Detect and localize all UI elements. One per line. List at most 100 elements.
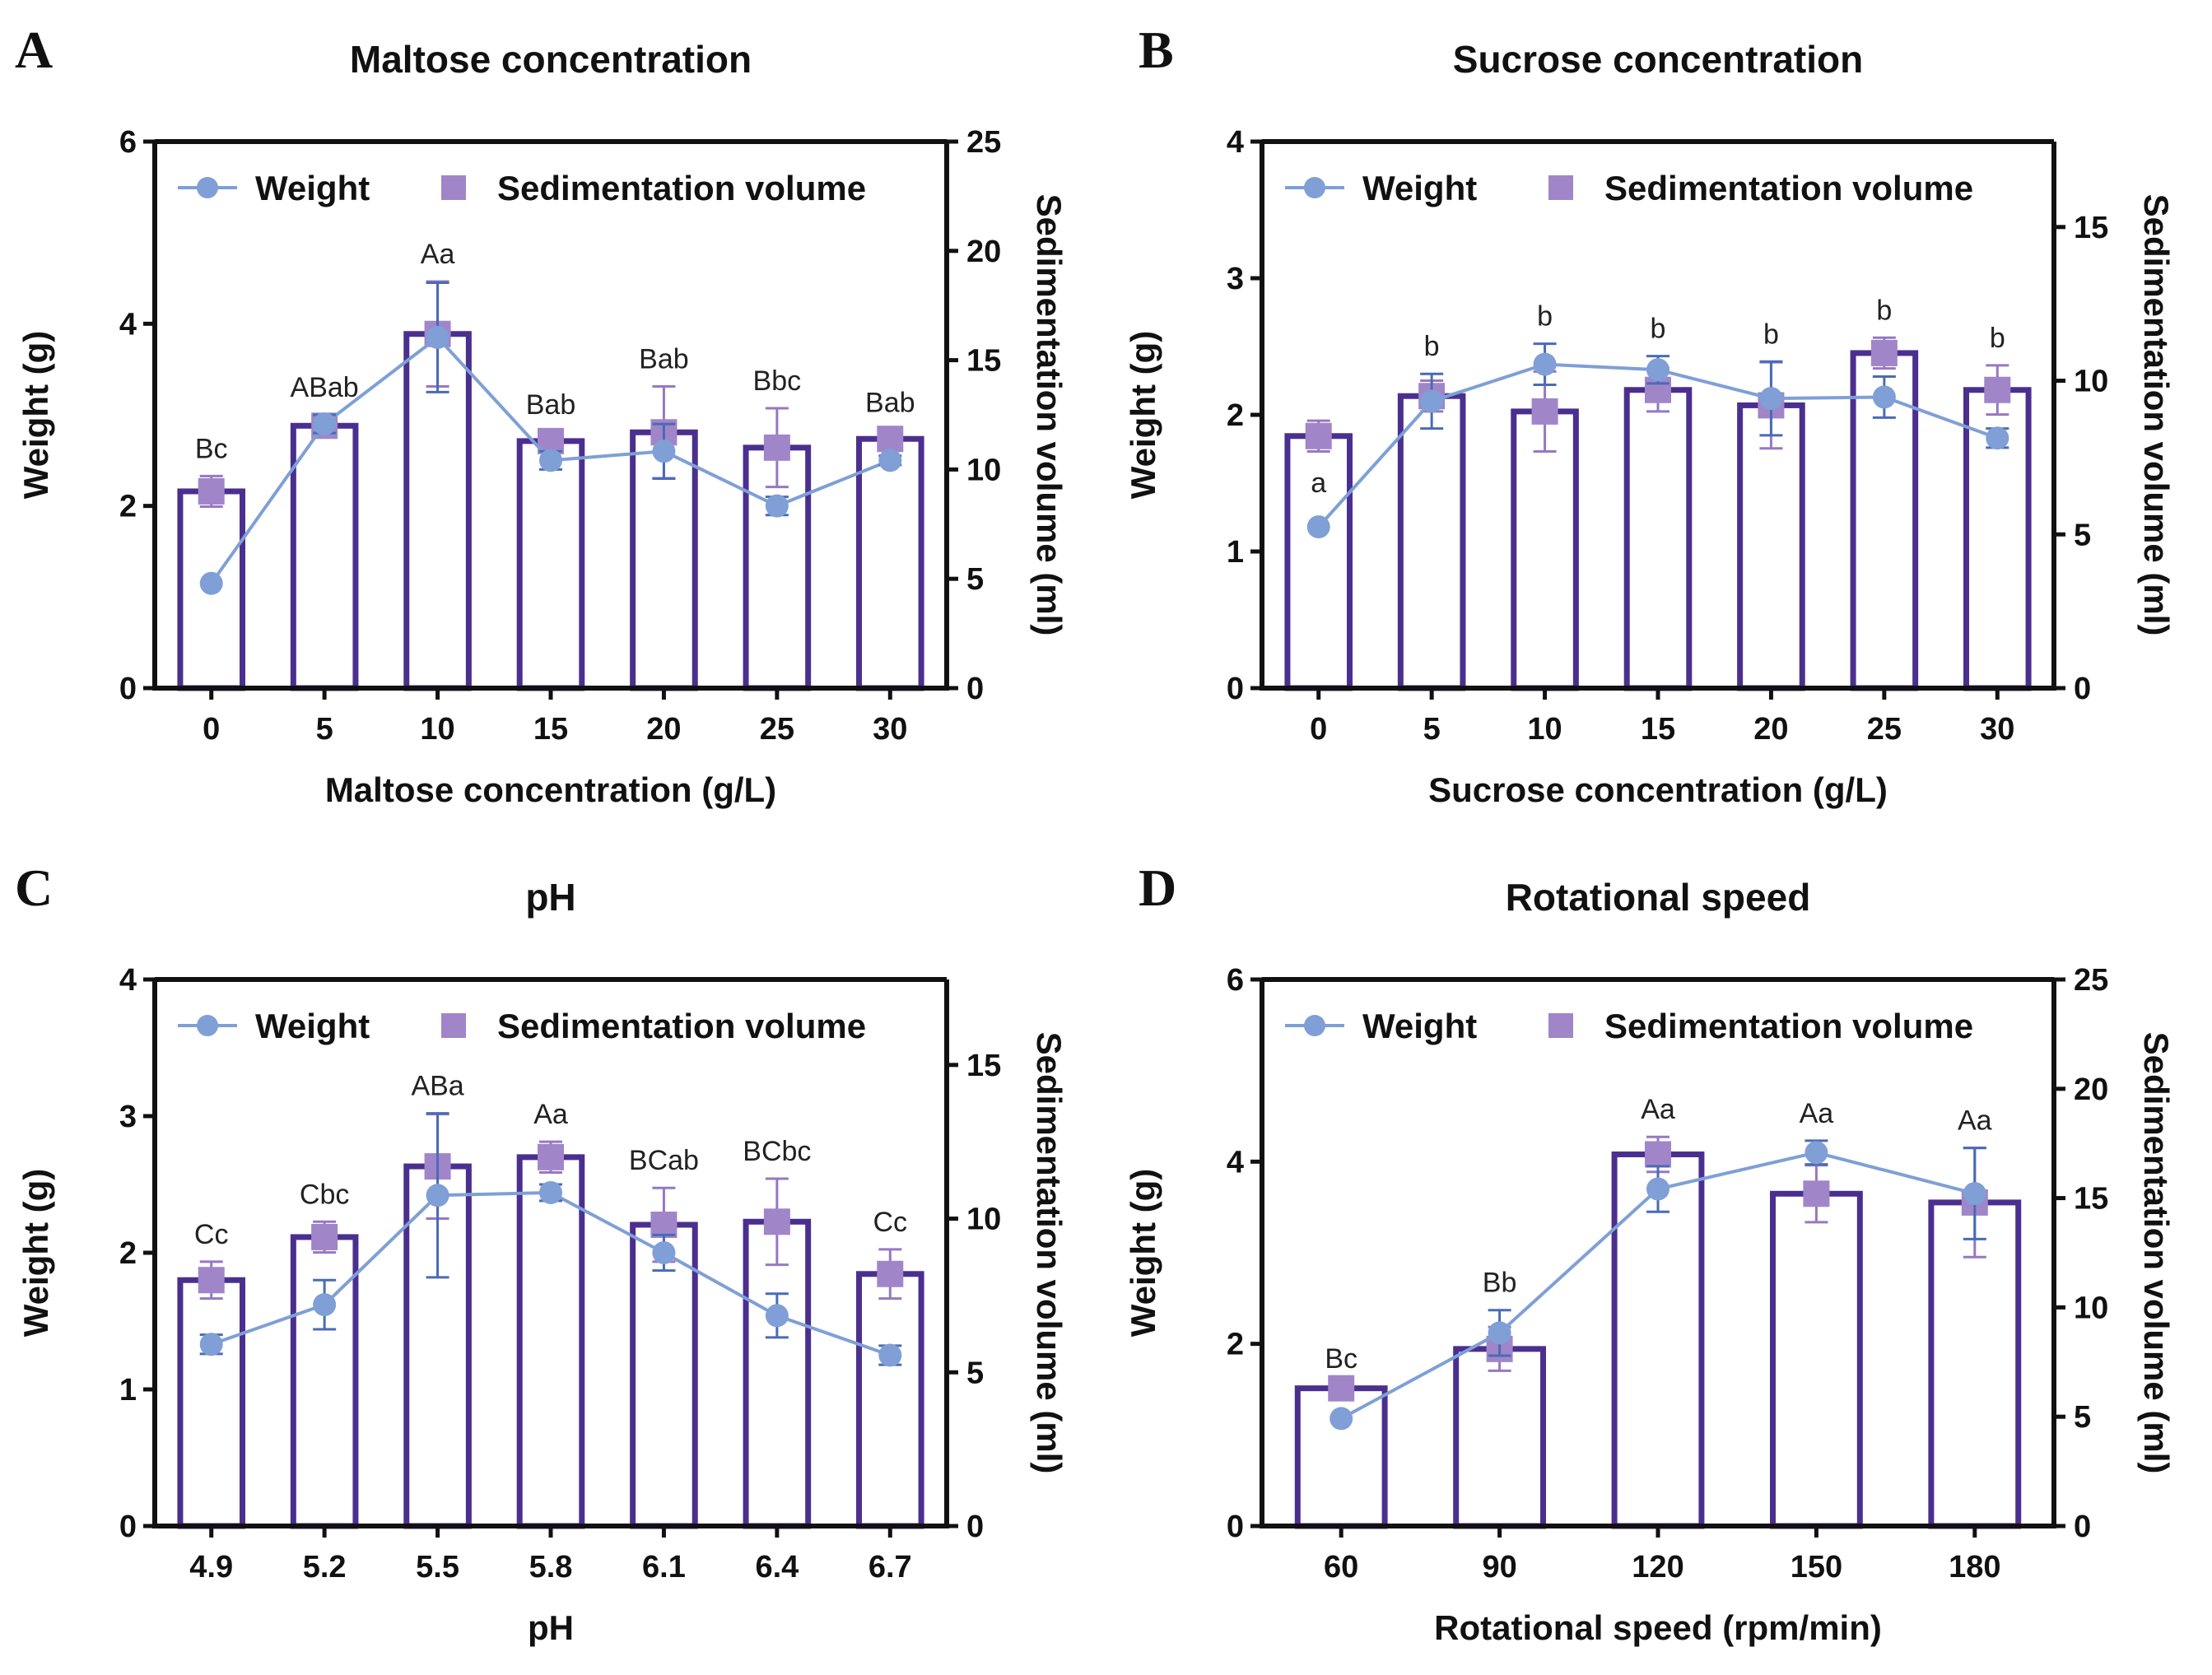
sedimentation-bar [1623,387,1693,691]
x-tick-label: 5 [316,712,333,747]
weight-point [199,1333,223,1356]
sedimentation-bar [1737,402,1805,691]
x-tick-label: 5.5 [416,1550,459,1584]
weight-point [878,449,902,472]
significance-label: b [1537,301,1553,333]
weight-point [765,494,789,518]
right-tick-label: 10 [2074,1291,2108,1325]
legend-sedimentation-label: Sedimentation volume [497,169,866,207]
x-tick-label: 25 [1867,712,1902,747]
right-tick-label: 0 [966,672,984,706]
right-tick-label: 0 [966,1510,984,1544]
x-tick-label: 5.8 [529,1550,573,1584]
x-tick-label: 15 [1641,712,1675,747]
x-tick-label: 30 [873,712,907,747]
significance-label: a [1311,468,1326,499]
x-tick-label: 0 [1310,712,1327,747]
weight-point [1759,387,1783,411]
significance-label: Cc [873,1207,908,1238]
weight-point [1805,1141,1828,1165]
significance-label: Bab [865,388,915,419]
left-tick-label: 3 [119,1100,137,1134]
sedimentation-bar [516,1154,585,1529]
panel-letter: C [15,858,53,917]
right-tick-label: 15 [966,1049,1001,1083]
right-tick-label: 10 [2074,365,2108,399]
right-axis-label: Sedimentation volume (ml) [2137,1032,2176,1474]
sedimentation-point [1305,422,1332,449]
left-axis-label: Weight (g) [16,1169,55,1338]
chart-title: pH [525,876,575,919]
legend-weight-label: Weight [1362,169,1477,207]
x-tick-label: 25 [760,712,794,747]
right-tick-label: 25 [2074,963,2108,998]
legend-weight-marker [1304,177,1325,198]
x-tick-label: 60 [1324,1550,1358,1584]
weight-point [652,1241,676,1264]
sedimentation-bar [1769,1190,1863,1529]
sedimentation-point [650,1212,678,1239]
x-tick-label: 5.2 [303,1550,347,1584]
x-tick-label: 180 [1949,1550,2000,1584]
weight-point [539,449,562,472]
sedimentation-bar [855,1271,924,1529]
weight-point [199,571,223,595]
x-axis-label: Rotational speed (rpm/min) [1434,1608,1882,1647]
panel-c: C pH Cc Cbc ABa Aa BCab BCbc Cc 0 1 2 3 4 0 5 10 15 4.9 5.… [15,858,1069,1647]
legend-sedimentation-marker [1548,1013,1573,1038]
x-tick-label: 150 [1791,1550,1842,1584]
significance-label: BCab [629,1145,699,1176]
significance-label: ABab [291,372,359,403]
left-tick-label: 4 [1227,1145,1244,1179]
significance-label: Aa [533,1099,568,1130]
x-tick-label: 20 [1753,712,1788,747]
sedimentation-point [763,434,790,461]
weight-point [652,440,676,463]
significance-label: Bab [526,389,576,421]
significance-label: b [1763,319,1779,350]
sedimentation-bar [855,435,924,691]
left-tick-label: 2 [1227,398,1244,433]
x-tick-label: 10 [1527,712,1562,747]
weight-point [1986,426,2009,450]
significance-label: Cbc [300,1179,349,1210]
sedimentation-bar [743,1218,812,1529]
left-tick-label: 4 [119,963,137,998]
sedimentation-bar [1397,393,1466,691]
x-axis-label: Sucrose concentration (g/L) [1428,770,1888,809]
sedimentation-point [538,1143,564,1170]
left-axis-label: Weight (g) [1124,1169,1162,1338]
sedimentation-point [1645,1141,1671,1168]
significance-label: Bab [639,343,689,375]
right-tick-label: 5 [2074,1400,2091,1435]
right-tick-label: 0 [2074,672,2091,706]
x-tick-label: 120 [1632,1550,1683,1584]
legend-sedimentation-label: Sedimentation volume [1604,1007,1973,1045]
right-tick-label: 15 [966,344,1001,379]
left-tick-label: 2 [119,1236,137,1271]
sedimentation-bar [1453,1346,1547,1529]
right-tick-label: 15 [2074,211,2108,245]
significance-label: Aa [1641,1094,1675,1125]
left-tick-label: 4 [1227,125,1244,160]
weight-point [313,412,337,436]
significance-label: Aa [1958,1105,1992,1137]
legend-sedimentation-label: Sedimentation volume [1604,169,1973,207]
significance-label: BCbc [743,1136,811,1167]
weight-point [1488,1321,1511,1345]
significance-label: Bb [1483,1268,1517,1299]
weight-point [878,1343,902,1367]
right-tick-label: 10 [966,453,1001,487]
sedimentation-point [1531,398,1558,425]
chart-title: Maltose concentration [350,38,752,81]
x-tick-label: 5 [1423,712,1441,747]
sedimentation-bar [290,422,359,691]
left-axis-label: Weight (g) [1124,331,1162,500]
sedimentation-point [198,1267,225,1294]
sedimentation-point [877,426,904,453]
significance-label: b [1424,331,1440,362]
x-tick-label: 4.9 [189,1550,233,1584]
weight-point [1963,1182,1986,1206]
right-tick-label: 5 [966,562,984,597]
